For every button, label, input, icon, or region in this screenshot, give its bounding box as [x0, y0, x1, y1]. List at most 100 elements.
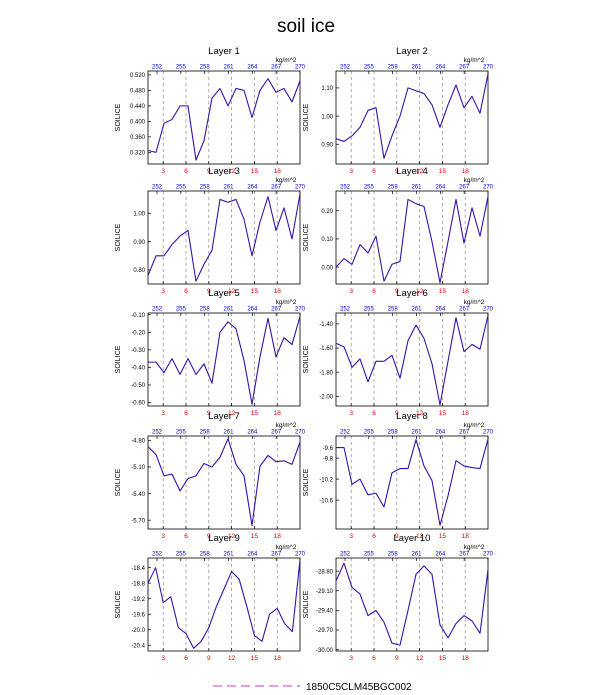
top-tick-label: 258 [388, 307, 399, 313]
top-tick-label: 261 [223, 65, 234, 71]
x-tick-label: 3 [349, 655, 353, 662]
top-tick-label: 264 [247, 552, 258, 558]
top-tick-label: 258 [200, 65, 211, 71]
x-tick-label: 15 [251, 288, 259, 295]
panel-title: Layer 7 [208, 411, 240, 422]
top-tick-label: 255 [176, 185, 187, 191]
plot-frame [147, 312, 301, 407]
top-tick-label: 267 [271, 430, 282, 436]
x-tick-label: 18 [462, 533, 470, 540]
y-axis-label: SOILICE [115, 468, 122, 496]
y-tick-label: 1.10 [321, 86, 333, 92]
top-tick-label: 252 [340, 307, 351, 313]
top-tick-label: 267 [271, 307, 282, 313]
top-tick-label: 258 [200, 307, 211, 313]
y-tick-label: -10.6 [319, 498, 333, 504]
top-tick-label: 255 [176, 430, 187, 436]
series-line [335, 315, 489, 406]
y-tick-label: -28.80 [316, 569, 334, 575]
x-tick-label: 18 [274, 533, 282, 540]
y-tick-label: -5.10 [131, 465, 145, 471]
top-tick-label: 264 [247, 185, 258, 191]
plot-frame [147, 557, 301, 652]
y-tick-label: 0.90 [133, 240, 145, 246]
top-tick-label: 267 [271, 185, 282, 191]
y-tick-label: -0.30 [131, 348, 145, 354]
y-tick-label: 0.10 [321, 237, 333, 243]
top-tick-label: 264 [247, 430, 258, 436]
y-tick-label: -1.40 [319, 322, 333, 328]
panel-title: Layer 5 [208, 288, 240, 299]
top-tick-label: 252 [152, 430, 163, 436]
panel-layer-9: Layer 9 kg/m^2 3 6 9 12 15 18 252 255 258 261 264 267… [115, 533, 306, 662]
y-tick-label: -19.6 [131, 612, 145, 618]
y-tick-label: -10.2 [319, 477, 333, 483]
y-tick-label: -18.8 [131, 581, 145, 587]
x-tick-label: 12 [416, 655, 424, 662]
series-line [148, 316, 301, 405]
x-tick-label: 9 [207, 288, 211, 295]
y-tick-label: 0.360 [130, 135, 146, 141]
figure-title: soil ice [277, 16, 335, 37]
x-tick-label: 9 [207, 655, 211, 662]
x-tick-label: 9 [395, 168, 399, 175]
x-tick-label: 9 [395, 410, 399, 417]
series-line [147, 438, 301, 527]
top-tick-label: 267 [459, 65, 470, 71]
top-tick-label: 270 [295, 552, 306, 558]
y-axis-label: SOILICE [115, 590, 122, 618]
top-tick-label: 267 [271, 552, 282, 558]
top-tick-label: 267 [459, 552, 470, 558]
top-tick-label: 258 [388, 430, 399, 436]
x-tick-label: 12 [228, 655, 236, 662]
x-tick-label: 3 [161, 168, 165, 175]
y-axis-label: SOILICE [303, 590, 310, 618]
panel-grid: Layer 1 kg/m^2 3 6 9 12 15 18 252 255 258 261 264 267… [115, 46, 494, 662]
y-tick-label: 0.320 [130, 151, 146, 157]
x-tick-label: 18 [274, 168, 282, 175]
x-tick-label: 6 [184, 410, 188, 417]
series-line [335, 73, 489, 159]
top-tick-label: 261 [411, 185, 422, 191]
x-tick-label: 9 [395, 533, 399, 540]
y-tick-label: -0.20 [131, 331, 145, 337]
x-tick-label: 18 [274, 655, 282, 662]
legend: 1850C5CLM45BGC002 [213, 682, 412, 693]
y-tick-label: -30.00 [316, 648, 334, 654]
top-tick-label: 267 [271, 65, 282, 71]
series-line [335, 196, 489, 284]
y-tick-label: 1.00 [321, 114, 333, 120]
x-tick-label: 18 [462, 288, 470, 295]
top-tick-label: 255 [364, 552, 375, 558]
x-tick-label: 12 [228, 288, 236, 295]
units-label: kg/m^2 [464, 422, 485, 429]
top-tick-label: 261 [223, 307, 234, 313]
x-tick-label: 18 [274, 288, 282, 295]
x-tick-label: 3 [349, 410, 353, 417]
panel-layer-10: Layer 10 kg/m^2 3 6 9 12 15 18 252 255 258 261 264 26… [303, 533, 494, 662]
top-tick-label: 261 [411, 65, 422, 71]
y-tick-label: -29.70 [316, 628, 334, 634]
top-tick-label: 255 [364, 65, 375, 71]
series-line [147, 78, 301, 161]
x-tick-label: 9 [395, 288, 399, 295]
x-tick-label: 15 [439, 410, 447, 417]
y-tick-label: 0.00 [321, 265, 333, 271]
x-tick-label: 6 [184, 655, 188, 662]
units-label: kg/m^2 [276, 299, 297, 306]
units-label: kg/m^2 [276, 57, 297, 64]
y-axis-label: SOILICE [115, 103, 122, 131]
top-tick-label: 258 [200, 430, 211, 436]
y-tick-label: 0.90 [321, 142, 333, 148]
x-tick-label: 15 [439, 288, 447, 295]
panel-layer-2: Layer 2 kg/m^2 3 6 9 12 15 18 252 255 258 261 264 267… [303, 46, 494, 175]
y-tick-label: -2.00 [319, 395, 333, 401]
panel-title: Layer 2 [396, 46, 428, 57]
y-tick-label: 0.20 [321, 209, 333, 215]
top-tick-label: 255 [364, 430, 375, 436]
y-tick-label: -20.0 [131, 628, 145, 634]
top-tick-label: 252 [152, 552, 163, 558]
y-tick-label: -9.8 [323, 456, 334, 462]
y-axis-label: SOILICE [303, 103, 310, 131]
y-tick-label: -19.2 [131, 597, 145, 603]
